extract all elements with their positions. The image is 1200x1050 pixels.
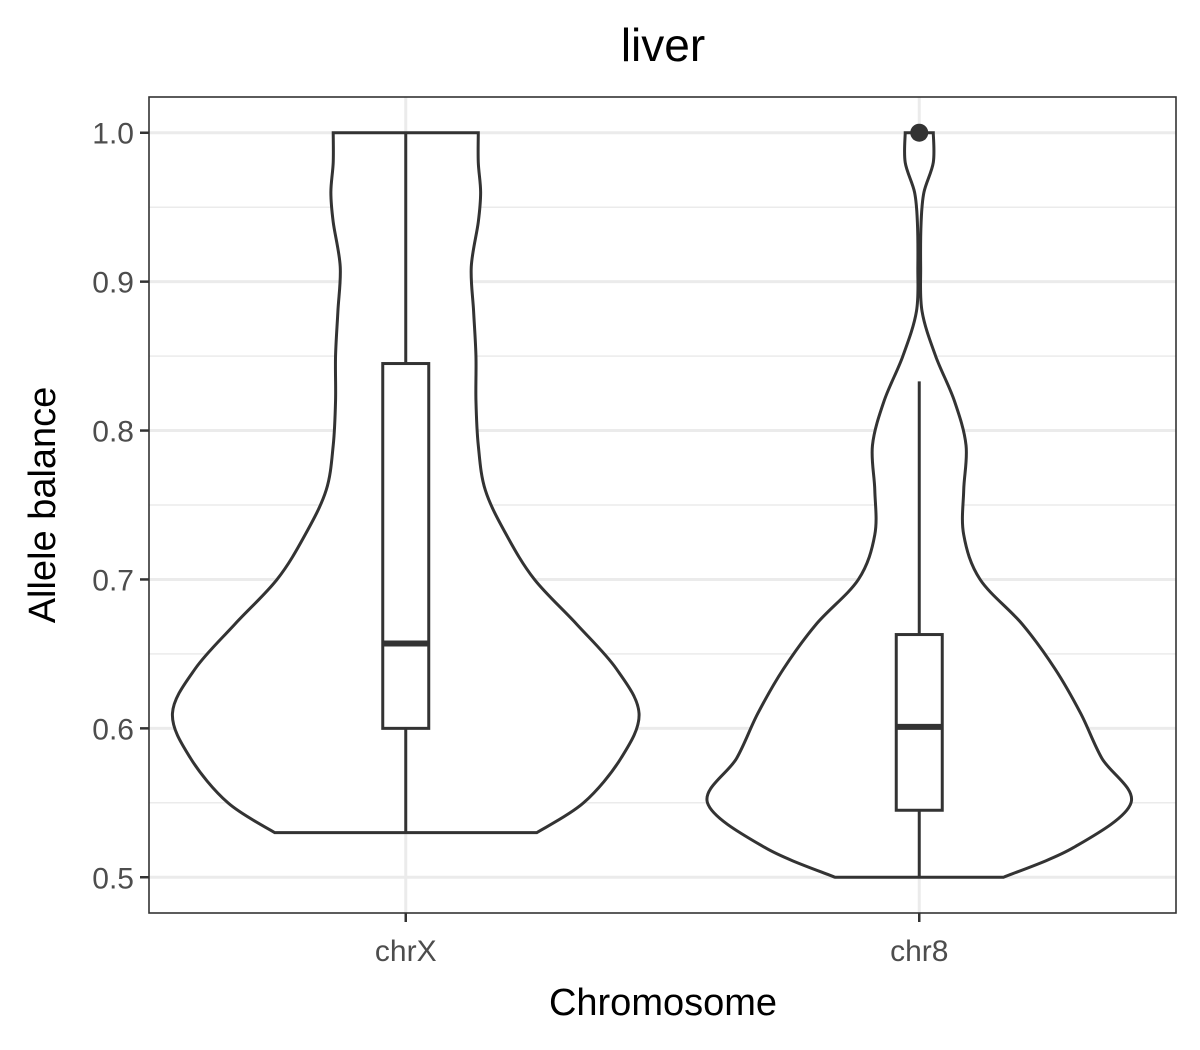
x-tick-label-chr8: chr8 xyxy=(890,935,948,968)
chart-title: liver xyxy=(621,19,705,71)
y-tick-label: 0.9 xyxy=(92,267,134,300)
y-axis-title: Allele balance xyxy=(22,387,64,624)
y-tick-label: 0.7 xyxy=(92,564,134,597)
y-tick-label: 1.0 xyxy=(92,118,134,151)
outlier-point-chr8 xyxy=(910,123,929,142)
y-tick-label: 0.8 xyxy=(92,416,134,449)
x-axis-ticks: chrX chr8 xyxy=(375,913,948,968)
y-tick-label: 0.6 xyxy=(92,713,134,746)
y-tick-label: 0.5 xyxy=(92,862,134,895)
box-chr8 xyxy=(894,633,944,812)
x-axis-title: Chromosome xyxy=(549,982,777,1024)
x-tick-label-chrX: chrX xyxy=(375,935,437,968)
box-chrX xyxy=(381,362,431,730)
boxplot-layer xyxy=(381,123,944,878)
y-axis-ticks: 0.5 0.6 0.7 0.8 0.9 1.0 xyxy=(92,118,149,895)
panel-border xyxy=(148,96,1177,914)
